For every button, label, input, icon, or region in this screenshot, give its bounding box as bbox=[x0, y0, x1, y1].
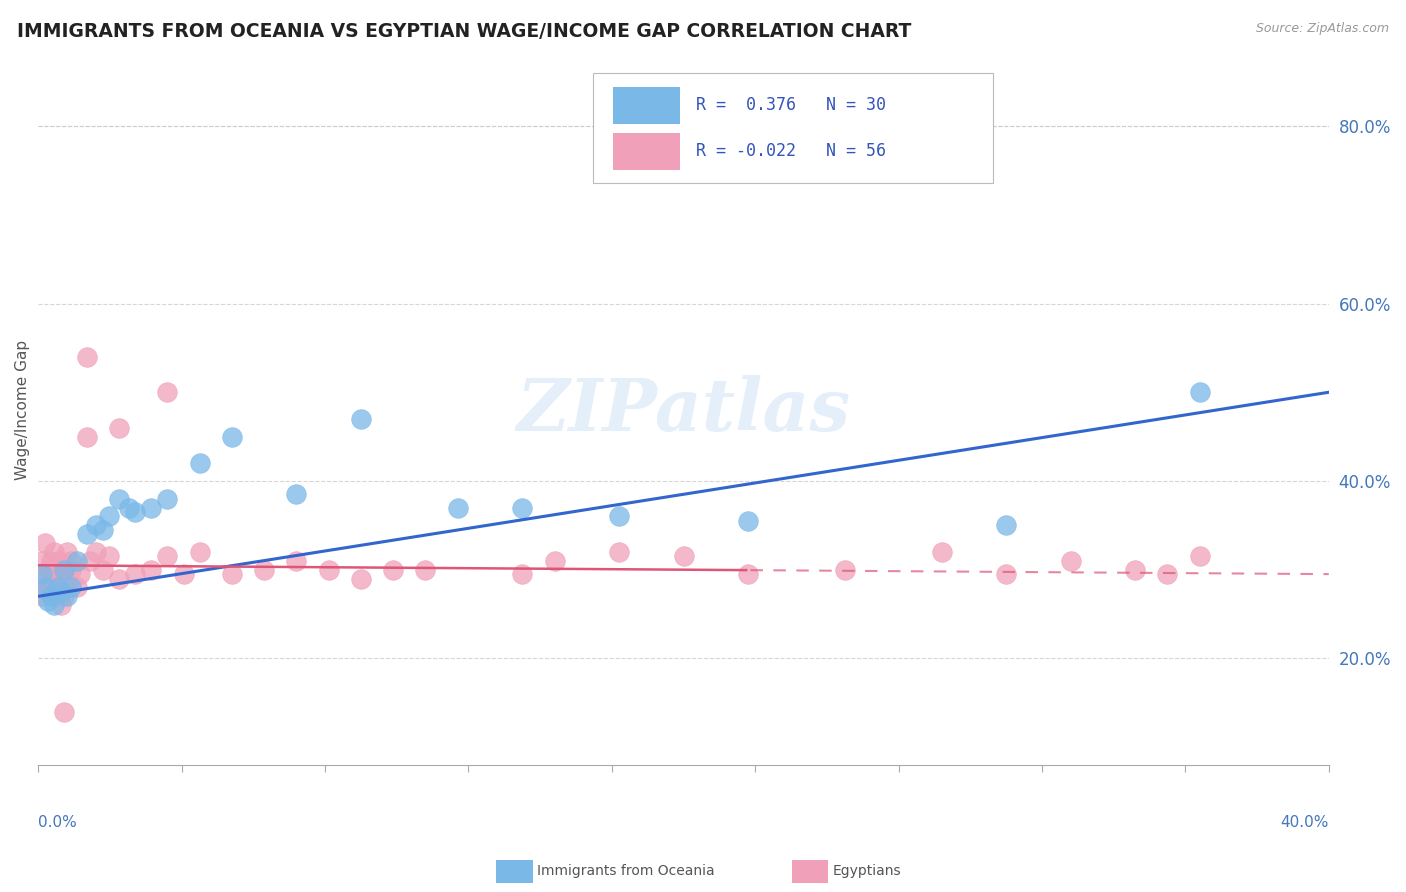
Point bbox=[672, 549, 695, 564]
Point bbox=[53, 590, 76, 604]
Point bbox=[49, 598, 72, 612]
Point bbox=[39, 554, 62, 568]
Point bbox=[737, 567, 759, 582]
Text: R = -0.022   N = 56: R = -0.022 N = 56 bbox=[696, 142, 886, 160]
Point bbox=[543, 554, 565, 568]
Text: 0.0%: 0.0% bbox=[38, 814, 77, 830]
Point bbox=[285, 487, 308, 501]
FancyBboxPatch shape bbox=[613, 87, 679, 124]
Text: IMMIGRANTS FROM OCEANIA VS EGYPTIAN WAGE/INCOME GAP CORRELATION CHART: IMMIGRANTS FROM OCEANIA VS EGYPTIAN WAGE… bbox=[17, 22, 911, 41]
Point bbox=[76, 429, 98, 443]
Point bbox=[34, 581, 56, 595]
Point bbox=[59, 581, 82, 595]
Text: Source: ZipAtlas.com: Source: ZipAtlas.com bbox=[1256, 22, 1389, 36]
Point bbox=[188, 456, 211, 470]
Point bbox=[56, 576, 79, 591]
Point bbox=[156, 549, 179, 564]
Point bbox=[76, 527, 98, 541]
Point bbox=[76, 350, 98, 364]
Point bbox=[31, 590, 53, 604]
FancyBboxPatch shape bbox=[613, 133, 679, 170]
Point bbox=[53, 563, 76, 577]
Point bbox=[253, 563, 276, 577]
Point bbox=[31, 567, 53, 582]
Point bbox=[737, 514, 759, 528]
Point bbox=[382, 563, 405, 577]
Point bbox=[53, 563, 76, 577]
Point bbox=[350, 572, 373, 586]
Point bbox=[118, 500, 141, 515]
Point bbox=[834, 563, 856, 577]
Text: R =  0.376   N = 30: R = 0.376 N = 30 bbox=[696, 95, 886, 114]
Point bbox=[91, 523, 114, 537]
Point bbox=[1060, 554, 1083, 568]
Point bbox=[995, 567, 1018, 582]
Point bbox=[66, 554, 89, 568]
Point bbox=[34, 536, 56, 550]
Point bbox=[39, 590, 62, 604]
Point bbox=[1123, 563, 1146, 577]
Point bbox=[44, 598, 66, 612]
Point bbox=[56, 545, 79, 559]
Point bbox=[510, 567, 533, 582]
Point bbox=[39, 590, 62, 604]
Point bbox=[173, 567, 195, 582]
Point bbox=[931, 545, 953, 559]
Point bbox=[108, 421, 131, 435]
Text: Immigrants from Oceania: Immigrants from Oceania bbox=[537, 864, 714, 879]
Point bbox=[124, 567, 146, 582]
Point bbox=[34, 572, 56, 586]
Point bbox=[221, 429, 243, 443]
Point bbox=[1188, 385, 1211, 400]
Point bbox=[53, 705, 76, 719]
FancyBboxPatch shape bbox=[593, 73, 993, 183]
Point bbox=[350, 412, 373, 426]
Point bbox=[141, 500, 163, 515]
Point bbox=[49, 567, 72, 582]
Point bbox=[86, 518, 108, 533]
Point bbox=[59, 554, 82, 568]
Point bbox=[46, 581, 69, 595]
Point bbox=[447, 500, 470, 515]
Point bbox=[607, 509, 630, 524]
Point bbox=[37, 593, 59, 607]
Point bbox=[156, 491, 179, 506]
Y-axis label: Wage/Income Gap: Wage/Income Gap bbox=[15, 340, 30, 480]
Point bbox=[69, 567, 91, 582]
Point bbox=[44, 567, 66, 582]
Point bbox=[156, 385, 179, 400]
Text: 40.0%: 40.0% bbox=[1281, 814, 1329, 830]
Point bbox=[510, 500, 533, 515]
Point bbox=[86, 545, 108, 559]
Point bbox=[221, 567, 243, 582]
Point bbox=[59, 563, 82, 577]
Text: Egyptians: Egyptians bbox=[832, 864, 901, 879]
Point bbox=[285, 554, 308, 568]
Point bbox=[79, 554, 101, 568]
Point bbox=[31, 554, 53, 568]
Point bbox=[46, 554, 69, 568]
Point bbox=[56, 590, 79, 604]
Point bbox=[46, 581, 69, 595]
Point bbox=[124, 505, 146, 519]
Point bbox=[318, 563, 340, 577]
Point bbox=[91, 563, 114, 577]
Point bbox=[415, 563, 437, 577]
Point bbox=[98, 549, 121, 564]
Point bbox=[108, 491, 131, 506]
Point bbox=[44, 545, 66, 559]
Text: ZIPatlas: ZIPatlas bbox=[516, 375, 851, 445]
Point bbox=[98, 509, 121, 524]
Point bbox=[37, 563, 59, 577]
Point bbox=[108, 572, 131, 586]
Point bbox=[1188, 549, 1211, 564]
Point bbox=[995, 518, 1018, 533]
Point bbox=[66, 581, 89, 595]
Point bbox=[49, 585, 72, 599]
Point bbox=[37, 581, 59, 595]
Point bbox=[141, 563, 163, 577]
Point bbox=[607, 545, 630, 559]
Point bbox=[188, 545, 211, 559]
Point bbox=[1156, 567, 1178, 582]
